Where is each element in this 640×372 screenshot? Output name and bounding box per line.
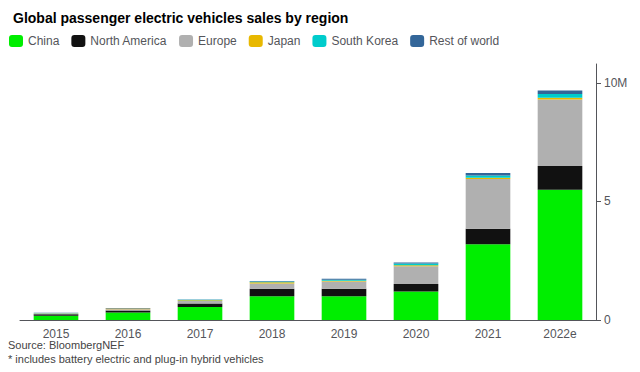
svg-text:2017: 2017 xyxy=(187,327,214,341)
svg-text:2020: 2020 xyxy=(403,327,430,341)
svg-text:10M: 10M xyxy=(604,76,627,90)
svg-text:2021: 2021 xyxy=(475,327,502,341)
svg-text:Japan: Japan xyxy=(268,34,301,48)
svg-text:North America: North America xyxy=(90,34,166,48)
svg-text:Europe: Europe xyxy=(198,34,237,48)
svg-text:2016: 2016 xyxy=(115,327,142,341)
svg-text:China: China xyxy=(28,34,60,48)
svg-text:* includes battery electric an: * includes battery electric and plug-in … xyxy=(8,353,264,365)
svg-text:0: 0 xyxy=(604,313,611,327)
svg-text:South Korea: South Korea xyxy=(331,34,398,48)
svg-text:2018: 2018 xyxy=(259,327,286,341)
svg-text:Global passenger electric vehi: Global passenger electric vehicles sales… xyxy=(13,10,348,26)
svg-text:2015: 2015 xyxy=(43,327,70,341)
svg-text:2022e: 2022e xyxy=(543,327,577,341)
svg-text:2019: 2019 xyxy=(331,327,358,341)
svg-text:5: 5 xyxy=(604,194,611,208)
svg-text:Source: BloombergNEF: Source: BloombergNEF xyxy=(8,339,125,351)
svg-text:Rest of world: Rest of world xyxy=(429,34,499,48)
